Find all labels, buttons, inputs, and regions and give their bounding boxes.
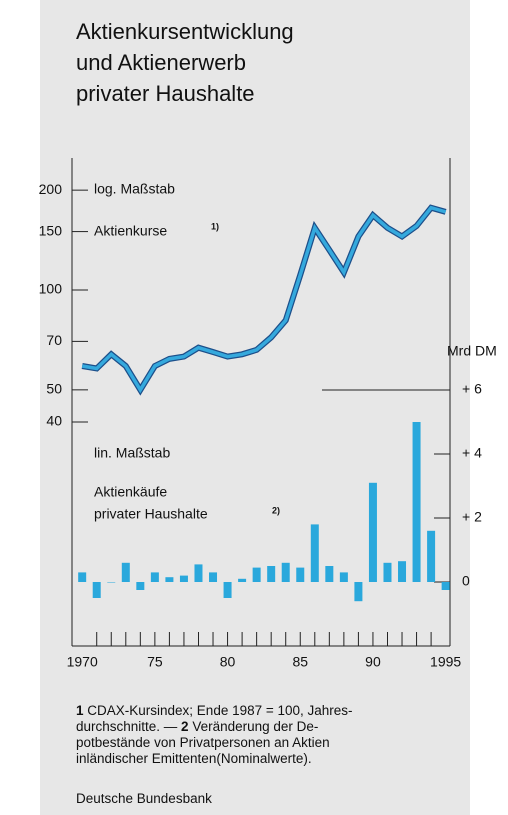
footnote-text: 1 bbox=[76, 703, 84, 718]
y-tick-label: 50 bbox=[46, 381, 62, 397]
bar bbox=[136, 582, 145, 590]
annotation: 1) bbox=[211, 221, 219, 231]
footnote-line: durchschnitte. — 2 Veränderung der De- bbox=[76, 719, 456, 735]
bar bbox=[339, 572, 348, 582]
bar bbox=[121, 562, 130, 582]
annotation: Aktienkäufe bbox=[94, 484, 167, 500]
bar bbox=[267, 566, 276, 582]
footnote-text: 2 bbox=[181, 719, 189, 734]
bar bbox=[441, 582, 450, 590]
annotation: lin. Maßstab bbox=[94, 445, 170, 461]
bar bbox=[296, 567, 305, 582]
y-tick-label: 70 bbox=[46, 332, 62, 348]
chart-title: und Aktienerwerb bbox=[76, 50, 246, 75]
source: Deutsche Bundesbank bbox=[76, 791, 212, 806]
bar bbox=[354, 582, 363, 602]
y2-tick-label: + 2 bbox=[462, 509, 482, 525]
annotation: log. Maßstab bbox=[94, 181, 175, 197]
y-tick-label: 100 bbox=[39, 281, 63, 297]
footnote-text: inländischer Emittenten(Nominalwerte). bbox=[76, 751, 312, 766]
footnote-line: potbestände von Privatpersonen an Aktien bbox=[76, 735, 456, 751]
annotation: privater Haushalte bbox=[94, 506, 208, 522]
bar bbox=[150, 572, 159, 582]
y-tick-label: 150 bbox=[39, 222, 63, 238]
bar bbox=[412, 422, 421, 582]
x-tick-label: 1970 bbox=[67, 654, 98, 670]
bar bbox=[398, 561, 407, 582]
x-tick-label: 90 bbox=[365, 654, 381, 670]
bar bbox=[179, 575, 188, 582]
background bbox=[40, 0, 470, 815]
bar bbox=[252, 567, 261, 582]
chart-title: Aktienkursentwicklung bbox=[76, 19, 294, 44]
x-tick-label: 75 bbox=[147, 654, 163, 670]
bar bbox=[92, 582, 101, 598]
chart-title: privater Haushalte bbox=[76, 81, 255, 106]
bar bbox=[281, 562, 290, 582]
footnote-line: 1 CDAX-Kursindex; Ende 1987 = 100, Jahre… bbox=[76, 703, 456, 719]
bar bbox=[383, 562, 392, 582]
y2-tick-label: + 6 bbox=[462, 381, 482, 397]
bar bbox=[209, 572, 218, 582]
footnote-text: durchschnitte. — bbox=[76, 719, 182, 734]
line bbox=[81, 205, 447, 394]
y-tick-label: 40 bbox=[46, 413, 62, 429]
footnote-line: inländischer Emittenten(Nominalwerte). bbox=[76, 751, 456, 767]
bar bbox=[310, 524, 319, 582]
footnote-text: CDAX-Kursindex; Ende 1987 = 100, Jahres- bbox=[83, 703, 353, 718]
annotation: Aktienkurse bbox=[94, 223, 167, 239]
bar bbox=[368, 482, 377, 582]
x-tick-label: 80 bbox=[220, 654, 236, 670]
footnote-text: Veränderung der De- bbox=[188, 719, 319, 734]
bar bbox=[107, 582, 116, 583]
bar bbox=[194, 564, 203, 582]
bar bbox=[427, 530, 436, 582]
footnotes: 1 CDAX-Kursindex; Ende 1987 = 100, Jahre… bbox=[76, 703, 456, 767]
bar bbox=[78, 572, 87, 582]
bar bbox=[223, 582, 232, 598]
y-tick-label: 200 bbox=[39, 181, 63, 197]
annotation: 2) bbox=[272, 505, 280, 515]
y2-tick-label: + 4 bbox=[462, 445, 482, 461]
y2-tick-label: 0 bbox=[462, 573, 470, 589]
bar bbox=[238, 578, 247, 582]
footnote-text: potbestände von Privatpersonen an Aktien bbox=[76, 735, 330, 750]
x-tick-label: 85 bbox=[292, 654, 308, 670]
bar bbox=[165, 577, 174, 582]
bar bbox=[325, 566, 334, 582]
x-tick-label: 1995 bbox=[430, 654, 461, 670]
axis-unit: Mrd DM bbox=[447, 343, 497, 359]
